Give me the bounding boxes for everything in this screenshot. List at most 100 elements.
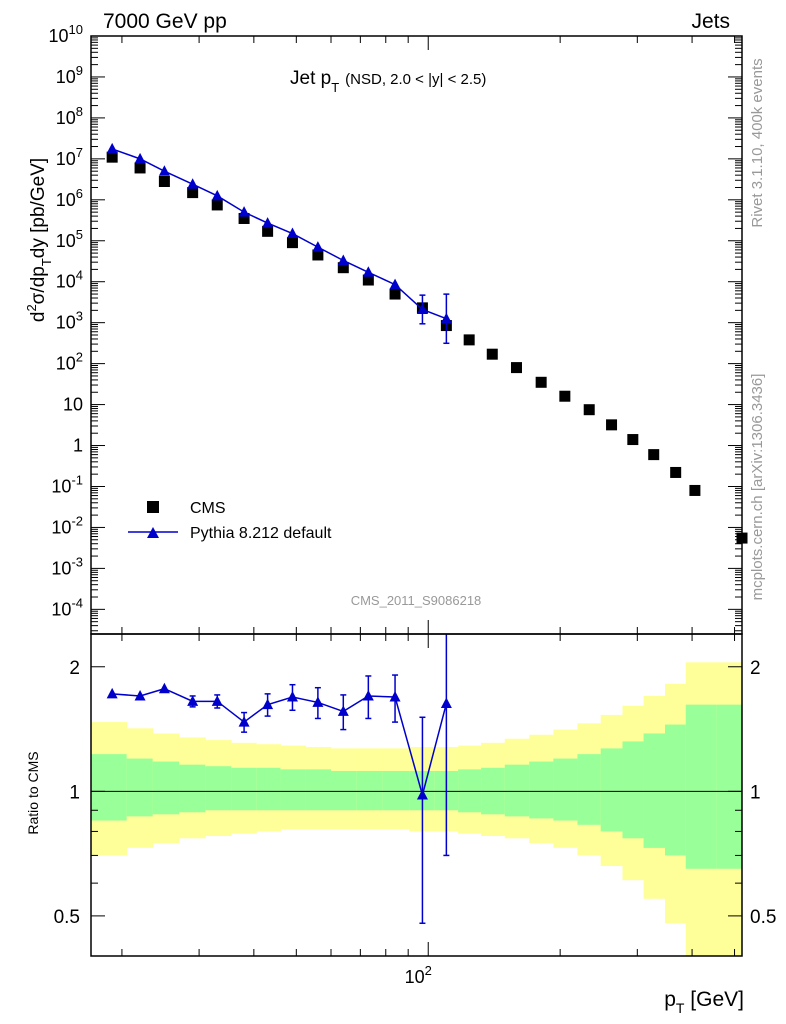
header-right: Jets [691,10,730,33]
ratio-point [238,716,250,727]
cms-point [463,334,475,346]
ratio-point [211,695,223,706]
ratio-point [286,691,298,702]
ratio-point [187,695,199,706]
cms-point [389,288,401,300]
cms-point [648,449,660,461]
ratio-line [112,687,448,798]
band-inner [126,758,154,817]
ratio-point [262,698,274,710]
cms-point [535,376,547,388]
cms-point [689,484,701,496]
ratio-ytick-label: 2 [69,658,80,679]
cms-point [106,151,118,163]
ratio-point [106,687,118,699]
mc-point [312,241,324,252]
band-inner [577,754,602,825]
mc-point [187,178,199,189]
ratio-ytick-label-right: 0.5 [750,907,776,928]
main-frame [90,35,743,635]
cms-point [559,390,571,402]
cms-point [238,212,250,224]
main-ytick-label: 1010 [49,22,84,46]
mc-line [111,148,447,320]
cms-point [262,225,274,237]
ratio-point [389,691,401,702]
ratio-point [440,697,452,709]
band-inner [716,704,743,869]
ratio-point [134,689,146,701]
band-inner [665,724,687,856]
mc-point [389,278,401,290]
ratio-uncertainty-bands [91,662,743,956]
band-inner [553,758,578,821]
legend-cms-label: CMS [190,500,226,517]
mcplots-label: mcplots.cern.ch [arXiv:1306.3436] [749,374,766,601]
rivet-label: Rivet 3.1.10, 400k events [749,58,766,227]
band-inner [382,770,410,811]
cms-point [606,419,618,431]
legend-mc-marker [147,527,159,538]
band-inner [643,733,666,848]
cms-point [187,187,199,199]
mc-point [286,227,298,239]
ratio-ytick-labels: 0.5 0.5 1 1 2 2 [54,658,777,928]
main-ytick-label: 102 [56,350,83,374]
cms-point [670,466,682,478]
band-inner [529,761,554,819]
cms-point [362,274,374,286]
band-inner [179,764,206,813]
ratio-ytick-label-right: 1 [750,782,761,803]
main-ylabel: d2σ/dpTdy [pb/GeV] [24,158,54,322]
main-ytick-label: 109 [56,63,83,87]
ratio-point [416,788,428,800]
main-axis-ticks [91,35,742,634]
legend-cms-marker [147,501,159,513]
cms-point [583,404,595,416]
cms-point [286,237,298,249]
ratio-point [312,696,324,707]
ratio-xtick-label: 102 [405,963,432,987]
cms-point [158,175,170,187]
mc-point [106,142,118,154]
band-inner [600,748,623,832]
ratio-point [362,689,374,701]
band-inner [331,770,357,811]
mc-point [416,303,428,314]
ratio-panel: 0.5 0.5 1 1 2 2 Ratio to CMS 102 pT [GeV] [25,633,777,1016]
main-ytick-label: 104 [56,268,83,292]
mc-point [238,206,250,217]
mc-point [158,165,170,176]
mc-point [262,217,274,228]
band-inner [458,769,482,813]
cms-point [627,434,639,446]
cms-point [312,249,324,261]
main-ytick-label: 1 [73,436,83,456]
legend-mc-label: Pythia 8.212 default [190,525,332,542]
main-ytick-label: 107 [56,145,83,169]
band-inner [504,764,530,817]
ratio-ytick-label-right: 2 [750,658,761,679]
ratio-ytick-label: 0.5 [54,907,80,928]
mc-point [440,312,452,324]
main-ytick-label: 103 [56,309,83,333]
ratio-data [106,634,452,924]
main-ytick-label: 106 [56,186,83,210]
main-ytick-label: 108 [56,104,83,128]
ratio-xtick-labels: 102 [405,963,432,987]
cms-point [337,262,349,274]
mc-point [211,189,223,201]
main-ytick-label: 10-1 [51,472,83,496]
plot-title-extra: (NSD, 2.0 < |y| < 2.5) [345,71,486,88]
band-inner [622,741,645,839]
xlabel: pT [GeV] [664,988,744,1016]
main-ytick-label: 10-2 [51,513,83,537]
plot-title: Jet pT (NSD, 2.0 < |y| < 2.5) [290,68,486,95]
main-ytick-label: 10-4 [51,595,83,619]
main-ytick-labels: 10-4 10-3 10-2 10-1 1 10 102 103 104 105 106 107 108… [49,22,84,619]
band-inner [280,769,307,811]
mc-point [362,266,374,277]
ratio-ylabel: Ratio to CMS [25,751,41,834]
main-ytick-label: 10-3 [51,554,83,578]
plot-title-sub: T [331,80,339,95]
